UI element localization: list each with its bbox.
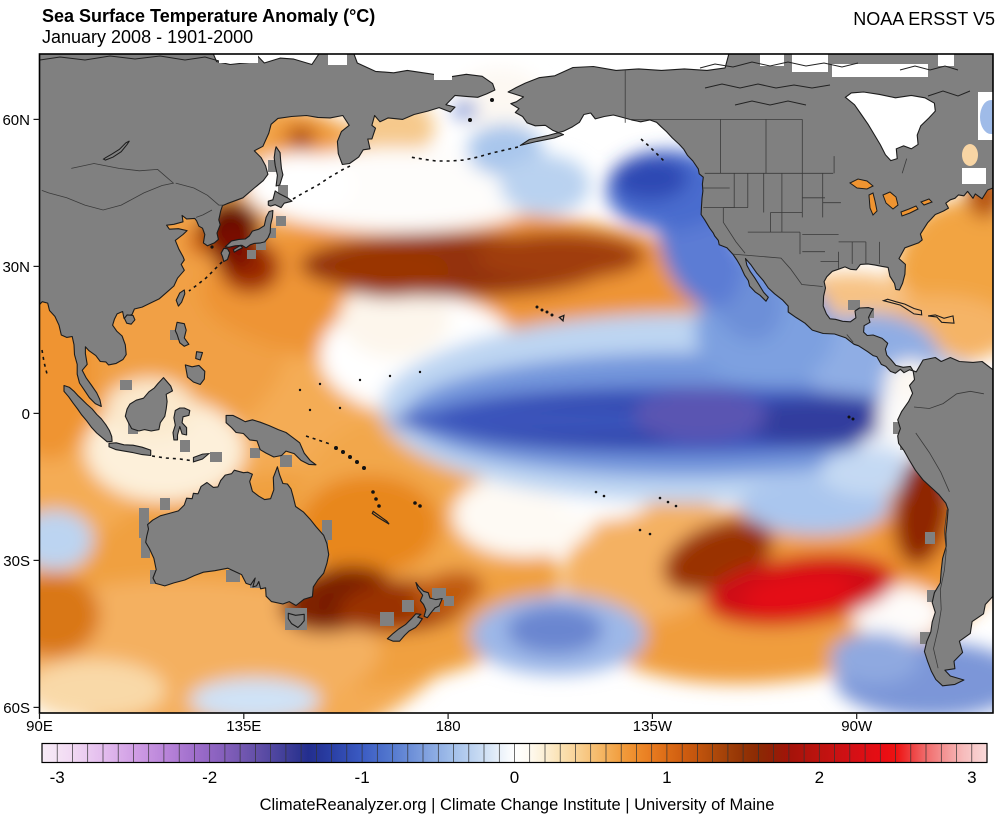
svg-text:60S: 60S [3, 700, 30, 717]
svg-text:90W: 90W [841, 718, 873, 735]
svg-text:ClimateReanalyzer.org | Climat: ClimateReanalyzer.org | Climate Change I… [260, 796, 775, 814]
svg-text:135E: 135E [226, 718, 261, 735]
svg-text:-2: -2 [202, 768, 217, 787]
svg-text:135W: 135W [633, 718, 673, 735]
svg-text:January 2008 - 1901-2000: January 2008 - 1901-2000 [42, 27, 253, 47]
svg-text:NOAA ERSST V5: NOAA ERSST V5 [853, 9, 995, 29]
svg-text:-1: -1 [355, 768, 370, 787]
svg-text:-3: -3 [50, 768, 65, 787]
svg-text:30N: 30N [2, 259, 30, 276]
svg-text:0: 0 [22, 406, 30, 423]
svg-text:Sea Surface Temperature Anomal: Sea Surface Temperature Anomaly (°C) [42, 6, 375, 26]
svg-text:0: 0 [510, 768, 519, 787]
svg-text:2: 2 [815, 768, 824, 787]
svg-text:30S: 30S [3, 553, 30, 570]
svg-text:1: 1 [662, 768, 671, 787]
svg-text:90E: 90E [26, 718, 53, 735]
svg-text:3: 3 [967, 768, 976, 787]
svg-text:60N: 60N [2, 112, 30, 129]
svg-text:180: 180 [436, 718, 461, 735]
